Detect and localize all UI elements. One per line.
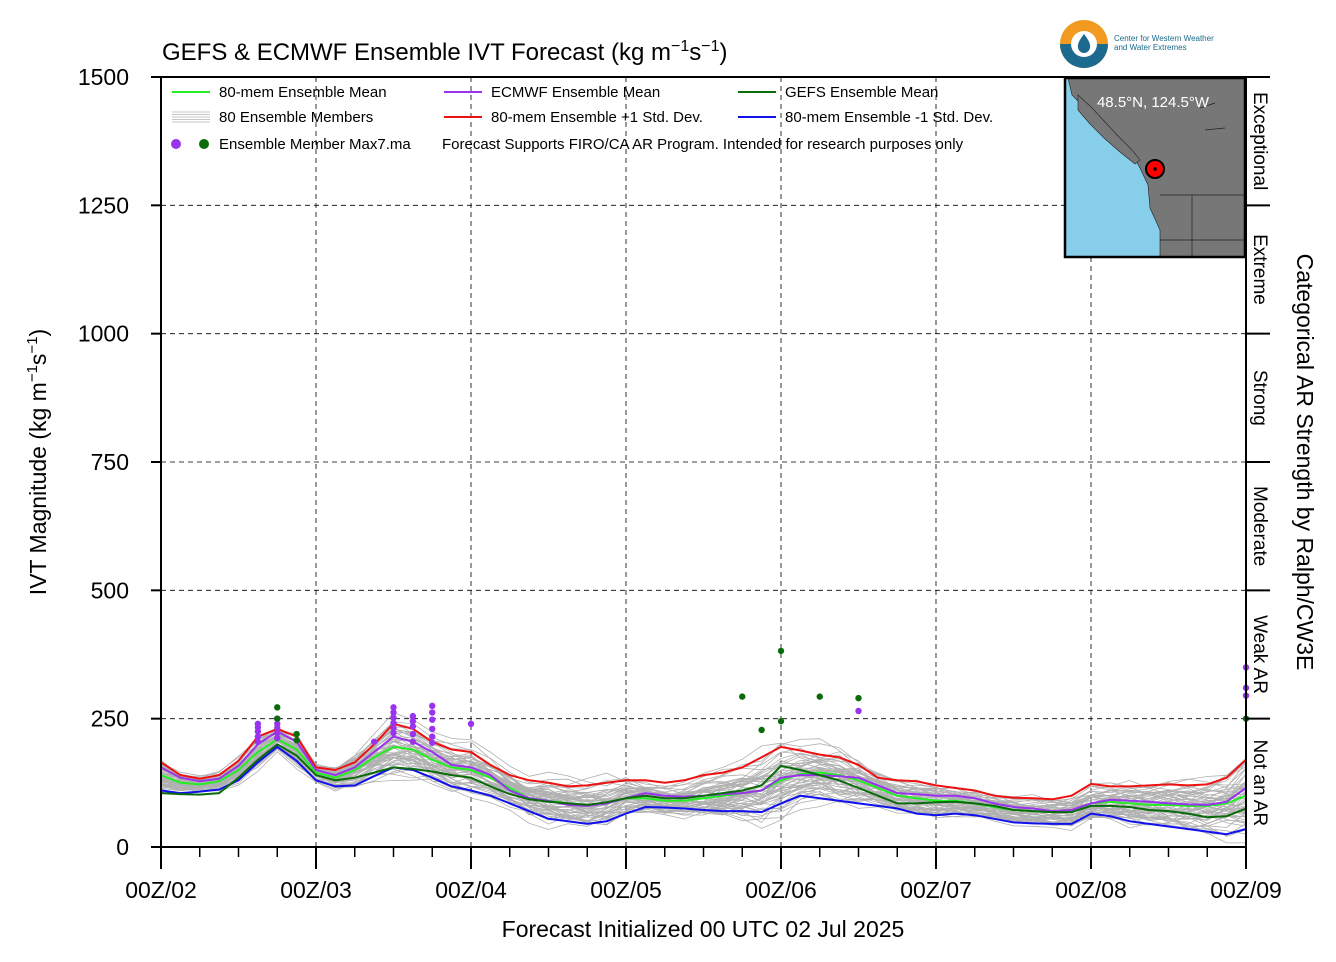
max-point-gefs (855, 694, 862, 702)
legend-dot-ecmwf (171, 139, 181, 149)
y-tick-label: 750 (91, 449, 129, 475)
inset-location-label: 48.5°N, 124.5°W (1097, 94, 1210, 111)
max-point-ecmwf (429, 739, 436, 746)
series-line (160, 745, 1247, 836)
max-point-ecmwf (274, 729, 281, 737)
max-point-ecmwf (390, 704, 397, 711)
y-axis: 0 250 500 750 1000 1250 1500 (78, 64, 161, 860)
logo-text-line2: and Water Extremes (1114, 43, 1187, 52)
legend-label: Ensemble Member Max7.ma (219, 136, 411, 153)
max-point-ecmwf (855, 707, 862, 715)
legend-label: GEFS Ensemble Mean (785, 84, 938, 101)
category-label: Moderate (1249, 486, 1270, 566)
right-axis-label: Categorical AR Strength by Ralph/CW3E (1292, 254, 1318, 671)
max-point-ecmwf (390, 724, 397, 732)
max-point-ecmwf (429, 733, 436, 740)
max-point-ecmwf (390, 719, 397, 726)
category-label: Strong (1249, 370, 1270, 426)
legend-label: 80 Ensemble Members (219, 109, 373, 126)
max-point-gefs (777, 718, 785, 725)
x-tick-label: 00Z/07 (900, 877, 972, 903)
max-point-ecmwf (370, 738, 378, 745)
category-label: Not an AR (1249, 740, 1270, 827)
max-point-ecmwf (390, 709, 397, 716)
y-axis-label: IVT Magnitude (kg m−1s−1) (24, 329, 51, 595)
max-point-ecmwf (274, 724, 281, 732)
legend-label: 80-mem Ensemble Mean (219, 84, 387, 101)
x-tick-label: 00Z/09 (1210, 877, 1282, 903)
ensemble-member-line (160, 748, 1247, 825)
legend-label: 80-mem Ensemble +1 Std. Dev. (491, 109, 703, 126)
ensemble-member-line (160, 744, 1247, 830)
max-point-gefs (777, 647, 785, 655)
max-point-ecmwf (254, 733, 262, 740)
max-point-gefs (758, 726, 765, 734)
max-point-ecmwf (390, 729, 397, 737)
max-point-ecmwf (409, 723, 417, 730)
chart-title: GEFS & ECMWF Ensemble IVT Forecast (kg m… (162, 38, 728, 66)
x-tick-label: 00Z/04 (435, 877, 507, 903)
legend-label: 80-mem Ensemble -1 Std. Dev. (785, 109, 993, 126)
max-point-ecmwf (390, 714, 397, 721)
max-point-ecmwf (429, 702, 436, 710)
x-tick-label: 00Z/06 (745, 877, 817, 903)
legend-label: ECMWF Ensemble Mean (491, 84, 660, 101)
x-tick-label: 00Z/03 (280, 877, 352, 903)
legend-dot-gefs (199, 139, 209, 149)
max-point-gefs (293, 730, 300, 738)
max-point-ecmwf (409, 712, 417, 720)
max-point-gefs (816, 693, 823, 700)
cw3e-logo: Center for Western Weather and Water Ext… (1060, 20, 1214, 68)
y-tick-label: 500 (91, 577, 129, 603)
x-tick-label: 00Z/02 (125, 877, 197, 903)
legend: 80-mem Ensemble Mean ECMWF Ensemble Mean G… (171, 84, 993, 153)
series-line (160, 743, 1247, 819)
max-point-gefs (274, 704, 281, 711)
category-label: Extreme (1249, 234, 1270, 305)
logo-text-line1: Center for Western Weather (1114, 34, 1214, 43)
grid-lines (161, 77, 1246, 847)
max-point-ecmwf (409, 718, 417, 725)
category-label: Weak AR (1249, 615, 1270, 694)
y-tick-label: 250 (91, 706, 129, 732)
max-point-ecmwf (274, 734, 281, 742)
x-axis: 00Z/02 00Z/03 00Z/04 00Z/05 00Z/06 00Z/07 00Z/… (125, 847, 1282, 903)
series-line (160, 722, 1247, 801)
max-point-ecmwf (409, 730, 417, 738)
max-point-ecmwf (429, 709, 436, 716)
x-axis-label: Forecast Initialized 00 UTC 02 Jul 2025 (502, 916, 905, 942)
inset-map: 48.5°N, 124.5°W (1063, 76, 1247, 259)
category-label: Exceptional (1249, 92, 1270, 190)
max-points (254, 647, 1250, 746)
max-point-ecmwf (429, 725, 436, 733)
y-tick-label: 1250 (78, 192, 129, 218)
ensemble-member-line (160, 741, 1247, 817)
ensemble-member-line (160, 728, 1247, 804)
legend-note: Forecast Supports FIRO/CA AR Program. In… (442, 136, 964, 153)
ensemble-member-line (160, 730, 1247, 805)
max-point-ecmwf (409, 738, 417, 745)
max-point-ecmwf (467, 720, 475, 727)
y-tick-label: 1000 (78, 321, 129, 347)
x-tick-label: 00Z/08 (1055, 877, 1127, 903)
max-point-gefs (739, 693, 746, 700)
max-point-ecmwf (254, 738, 262, 745)
max-point-gefs (274, 715, 281, 722)
series-lines (160, 722, 1247, 836)
max-point-ecmwf (429, 716, 436, 723)
y-tick-label: 1500 (78, 64, 129, 90)
x-tick-label: 00Z/05 (590, 877, 662, 903)
max-point-gefs (293, 737, 300, 744)
max-point-ecmwf (254, 728, 262, 735)
ar-category-axis: Not an AR Weak AR Moderate Strong Extreme Exc… (1246, 76, 1270, 827)
y-tick-label: 0 (116, 834, 129, 860)
